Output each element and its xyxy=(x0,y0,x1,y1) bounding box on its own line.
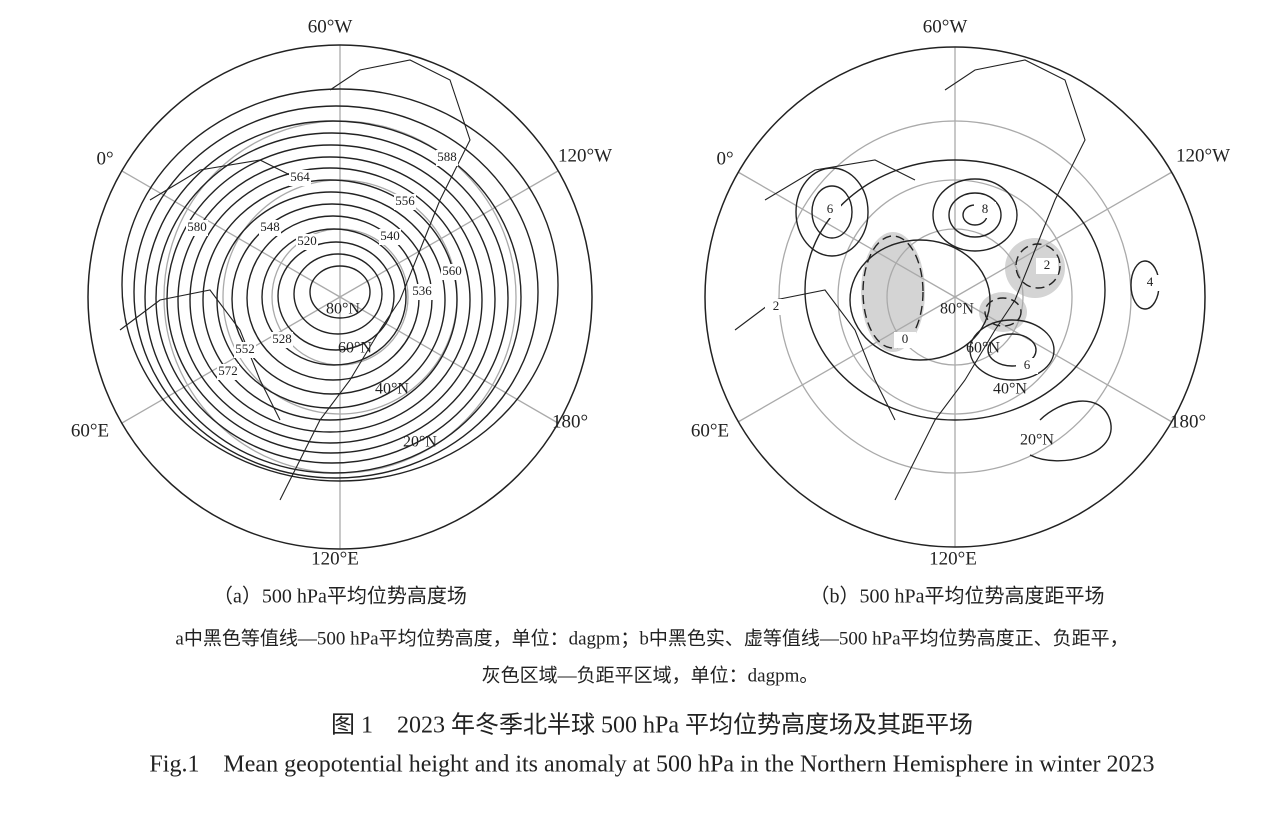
note-line: a中黑色等值线—500 hPa平均位势高度，单位：dagpm；b中黑色实、虚等值… xyxy=(175,627,1128,649)
longitude-label: 180° xyxy=(552,411,588,432)
label-background xyxy=(186,220,208,236)
longitude-label: 0° xyxy=(96,148,113,169)
latitude-label: 40°N xyxy=(375,381,409,398)
label-background xyxy=(296,234,318,250)
note-line: 灰色区域—负距平区域，单位：dagpm。 xyxy=(482,664,819,686)
caption-b: （b）500 hPa平均位势高度距平场 xyxy=(810,585,1105,608)
label-background xyxy=(217,364,239,380)
figure-title-en: Fig.1 Mean geopotential height and its a… xyxy=(149,752,1154,778)
longitude-label: 120°E xyxy=(311,548,359,569)
latitude-label: 60°N xyxy=(338,340,372,357)
latitude-label: 80°N xyxy=(940,301,974,318)
longitude-label: 120°E xyxy=(929,548,977,569)
contour-label: 2 xyxy=(1044,257,1051,272)
label-background xyxy=(379,229,401,245)
contour-label: 548 xyxy=(260,219,280,234)
contour-label: 4 xyxy=(1147,274,1154,289)
label-background xyxy=(394,194,416,210)
label-background xyxy=(234,342,256,358)
contour-label: 588 xyxy=(437,149,457,164)
latitude-label: 40°N xyxy=(993,381,1027,398)
contour-label: 520 xyxy=(297,233,317,248)
contour-label: 564 xyxy=(290,169,310,184)
longitude-label: 60°E xyxy=(71,420,109,441)
contour-label: 536 xyxy=(412,283,432,298)
latitude-label: 80°N xyxy=(326,301,360,318)
longitude-label: 0° xyxy=(716,148,733,169)
contour-label: 560 xyxy=(442,263,462,278)
longitude-label: 60°W xyxy=(923,16,968,37)
contour-label: 540 xyxy=(380,228,400,243)
contour-label: 8 xyxy=(982,201,989,216)
panel-a-map xyxy=(87,44,593,550)
latitude-label: 20°N xyxy=(403,434,437,451)
longitude-label: 120°W xyxy=(1176,145,1230,166)
label-background xyxy=(1016,358,1038,374)
contour-label: 0 xyxy=(902,331,909,346)
contour-label: 580 xyxy=(187,219,207,234)
latitude-label: 20°N xyxy=(1020,432,1054,449)
label-background xyxy=(436,150,458,166)
longitude-label: 60°W xyxy=(308,16,353,37)
latitude-label: 60°N xyxy=(966,340,1000,357)
panel-b-map xyxy=(704,46,1206,548)
label-background xyxy=(289,170,311,186)
label-background xyxy=(765,299,787,315)
contour-label: 6 xyxy=(827,201,834,216)
contour-label: 6 xyxy=(1024,357,1031,372)
label-background xyxy=(1036,258,1058,274)
contour-label: 556 xyxy=(395,193,415,208)
label-background xyxy=(259,220,281,236)
label-background xyxy=(441,264,463,280)
figure-title-cn: 图 1 2023 年冬季北半球 500 hPa 平均位势高度场及其距平场 xyxy=(331,712,973,739)
label-background xyxy=(271,332,293,348)
contour-label: 2 xyxy=(773,298,780,313)
label-background xyxy=(974,202,996,218)
contour-label: 528 xyxy=(272,331,292,346)
contour-label: 552 xyxy=(235,341,255,356)
label-background xyxy=(411,284,433,300)
label-background xyxy=(819,202,841,218)
longitude-label: 180° xyxy=(1170,411,1206,432)
label-background xyxy=(894,332,916,348)
longitude-label: 120°W xyxy=(558,145,612,166)
contour-label: 572 xyxy=(218,363,238,378)
label-background xyxy=(1139,275,1161,291)
caption-a: （a）500 hPa平均位势高度场 xyxy=(213,585,467,608)
longitude-label: 60°E xyxy=(691,420,729,441)
